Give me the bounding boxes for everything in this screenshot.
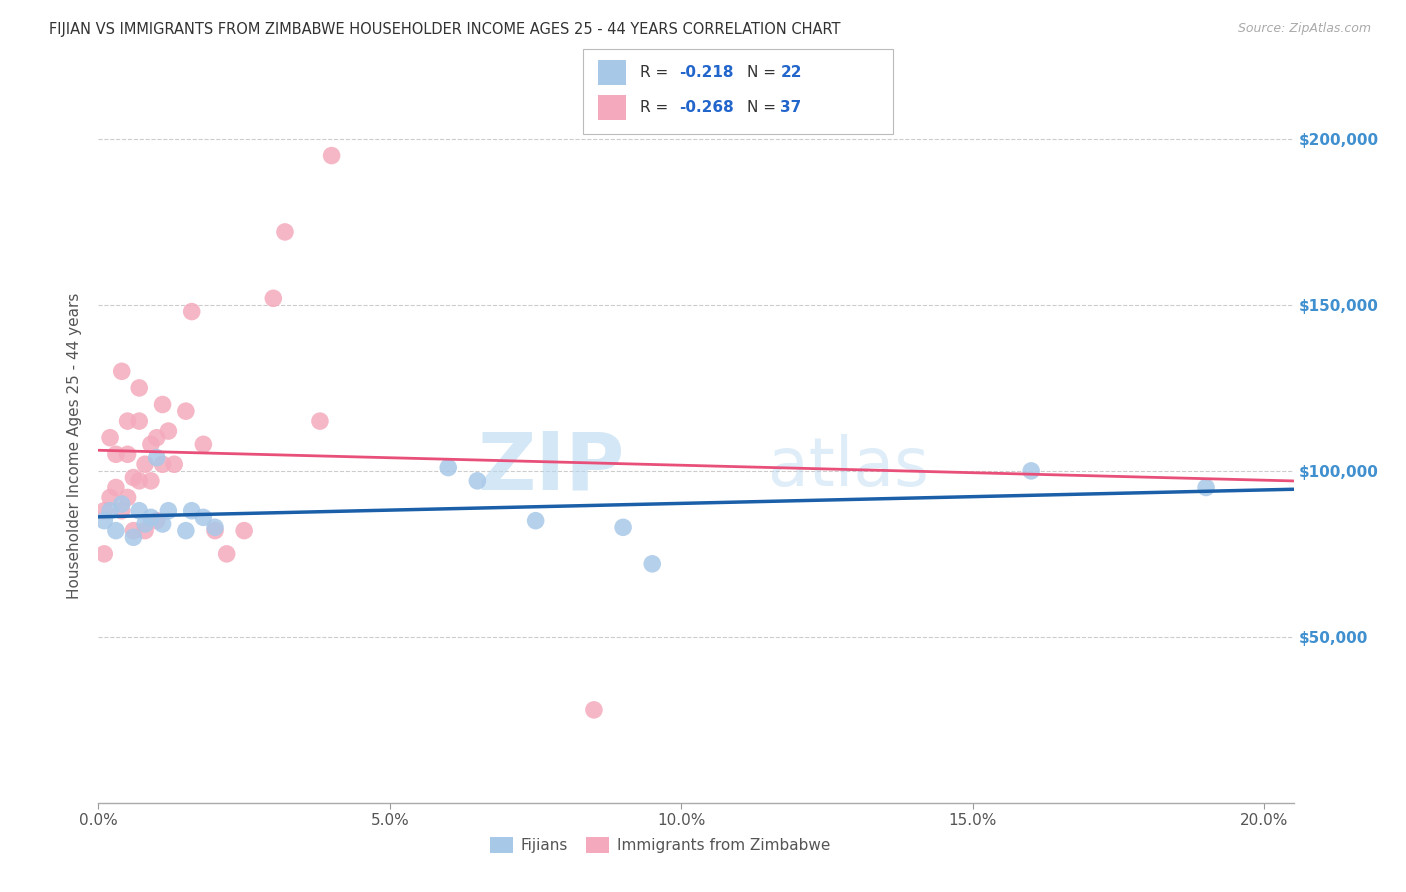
Point bbox=[98, 491, 121, 505]
Point bbox=[139, 510, 162, 524]
Point bbox=[128, 474, 150, 488]
Point bbox=[139, 474, 162, 488]
Point bbox=[139, 437, 162, 451]
Point bbox=[128, 381, 150, 395]
Point bbox=[93, 504, 115, 518]
Text: Source: ZipAtlas.com: Source: ZipAtlas.com bbox=[1237, 22, 1371, 36]
Point bbox=[117, 491, 139, 505]
Point bbox=[233, 524, 256, 538]
Point bbox=[111, 504, 134, 518]
Legend: Fijians, Immigrants from Zimbabwe: Fijians, Immigrants from Zimbabwe bbox=[484, 831, 837, 859]
Point bbox=[134, 457, 156, 471]
Point bbox=[193, 437, 215, 451]
Point bbox=[145, 514, 167, 528]
Point bbox=[582, 703, 605, 717]
Point bbox=[128, 414, 150, 428]
Point bbox=[117, 414, 139, 428]
Point bbox=[204, 520, 226, 534]
Text: R =: R = bbox=[640, 65, 668, 79]
Point bbox=[134, 524, 156, 538]
Text: ZIP: ZIP bbox=[477, 428, 624, 507]
Point bbox=[1019, 464, 1042, 478]
Point bbox=[117, 447, 139, 461]
Point bbox=[104, 447, 127, 461]
Point bbox=[111, 497, 134, 511]
Point bbox=[145, 431, 167, 445]
Point bbox=[641, 557, 664, 571]
Point bbox=[193, 510, 215, 524]
Point bbox=[93, 547, 115, 561]
Point bbox=[122, 470, 145, 484]
Point bbox=[104, 524, 127, 538]
Point bbox=[163, 457, 186, 471]
Point bbox=[174, 524, 197, 538]
Point bbox=[321, 148, 343, 162]
Text: N =: N = bbox=[747, 101, 776, 115]
Point bbox=[152, 457, 174, 471]
Point bbox=[524, 514, 547, 528]
Point bbox=[180, 304, 202, 318]
Point bbox=[309, 414, 332, 428]
Point bbox=[122, 530, 145, 544]
Point bbox=[98, 431, 121, 445]
Point bbox=[612, 520, 634, 534]
Point bbox=[204, 524, 226, 538]
Point bbox=[122, 524, 145, 538]
Point bbox=[157, 504, 180, 518]
Point bbox=[152, 516, 174, 531]
Text: -0.218: -0.218 bbox=[679, 65, 734, 79]
Text: N =: N = bbox=[747, 65, 776, 79]
Text: atlas: atlas bbox=[768, 434, 928, 500]
Point bbox=[180, 504, 202, 518]
Point bbox=[262, 291, 284, 305]
Point bbox=[93, 514, 115, 528]
Point bbox=[152, 397, 174, 411]
Point bbox=[174, 404, 197, 418]
Text: 37: 37 bbox=[780, 101, 801, 115]
Point bbox=[98, 504, 121, 518]
Point bbox=[128, 504, 150, 518]
Point bbox=[274, 225, 297, 239]
Text: 22: 22 bbox=[780, 65, 801, 79]
Text: FIJIAN VS IMMIGRANTS FROM ZIMBABWE HOUSEHOLDER INCOME AGES 25 - 44 YEARS CORRELA: FIJIAN VS IMMIGRANTS FROM ZIMBABWE HOUSE… bbox=[49, 22, 841, 37]
Text: R =: R = bbox=[640, 101, 668, 115]
Point bbox=[145, 450, 167, 465]
Point bbox=[104, 481, 127, 495]
Point bbox=[157, 424, 180, 438]
Point bbox=[437, 460, 460, 475]
Point bbox=[134, 516, 156, 531]
Y-axis label: Householder Income Ages 25 - 44 years: Householder Income Ages 25 - 44 years bbox=[67, 293, 83, 599]
Point bbox=[215, 547, 238, 561]
Text: -0.268: -0.268 bbox=[679, 101, 734, 115]
Point bbox=[467, 474, 489, 488]
Point bbox=[111, 364, 134, 378]
Point bbox=[1195, 481, 1218, 495]
